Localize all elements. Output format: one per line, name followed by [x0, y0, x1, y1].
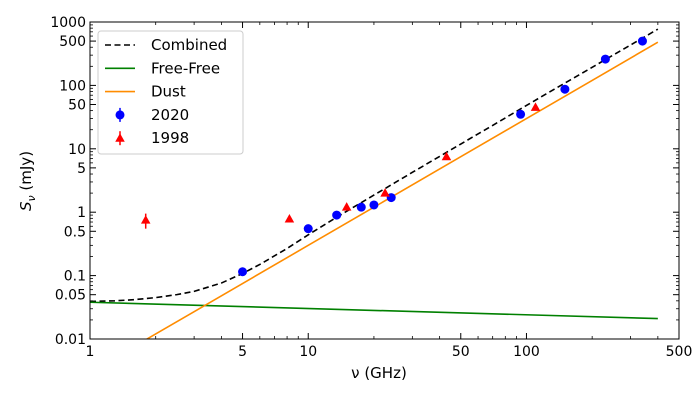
data-point-1998: [441, 151, 452, 161]
x-axis-label: ν (GHz): [351, 364, 407, 382]
x-tick-label: 1: [86, 344, 95, 360]
x-tick-label: 10: [299, 344, 317, 360]
legend-handle-1998: [115, 133, 125, 142]
legend-label-free-free: Free-Free: [151, 59, 220, 77]
data-point-1998: [140, 215, 151, 224]
data-point-2020: [637, 36, 647, 46]
points-layer: [140, 36, 647, 277]
y-tick-label: 100: [59, 78, 86, 94]
plot-frame: [89, 21, 680, 340]
series-line-free-free: [90, 301, 658, 320]
data-point-2020: [369, 200, 379, 210]
x-tick-label: 50: [452, 344, 470, 360]
y-tick-label: 0.5: [64, 224, 86, 240]
y-tick-label: 0.01: [55, 332, 86, 348]
y-tick-label: 1: [77, 205, 86, 221]
x-tick-label: 100: [513, 344, 540, 360]
x-tick-label: 500: [666, 344, 693, 360]
data-point-1998: [341, 202, 352, 211]
data-point-2020: [238, 267, 248, 277]
legend-frame: [97, 30, 244, 155]
y-tick-label: 5: [77, 161, 86, 177]
y-tick-label: 0.05: [55, 288, 86, 304]
data-point-1998: [530, 102, 541, 111]
data-point-1998: [284, 214, 295, 223]
ticks-layer: 1 5 10 50 100 500 0.01 0.05 0.1 0.5 1 5 10 50 100 500 10…: [50, 15, 692, 360]
series-line-dust: [145, 41, 659, 339]
legend-handle-2020: [115, 110, 125, 120]
y-axis-label: Sν (mJy): [17, 151, 38, 211]
legend-label-combined: Combined: [151, 36, 227, 54]
data-point-2020: [356, 202, 366, 212]
y-tick-label: 10: [68, 142, 86, 158]
legend: Combined Free-Free Dust 2020 1998: [97, 30, 244, 155]
data-point-2020: [332, 210, 342, 220]
y-tick-label: 1000: [50, 15, 86, 31]
legend-label-2020: 2020: [151, 106, 189, 124]
y-tick-label: 50: [68, 97, 86, 113]
y-tick-label: 500: [59, 34, 86, 50]
y-tick-label: 0.1: [64, 269, 86, 285]
data-point-2020: [560, 84, 570, 94]
y-axis-label-main: S: [17, 201, 35, 211]
y-axis-label-sub: ν: [25, 195, 38, 201]
y-axis-label-rest: (mJy): [17, 151, 35, 195]
data-point-1998: [380, 188, 390, 197]
legend-label-dust: Dust: [151, 83, 186, 101]
data-point-2020: [600, 54, 610, 64]
legend-label-1998: 1998: [151, 129, 189, 147]
data-point-2020: [516, 109, 526, 119]
data-point-2020: [303, 224, 313, 234]
curves-layer: [90, 28, 659, 339]
x-tick-label: 5: [238, 344, 247, 360]
